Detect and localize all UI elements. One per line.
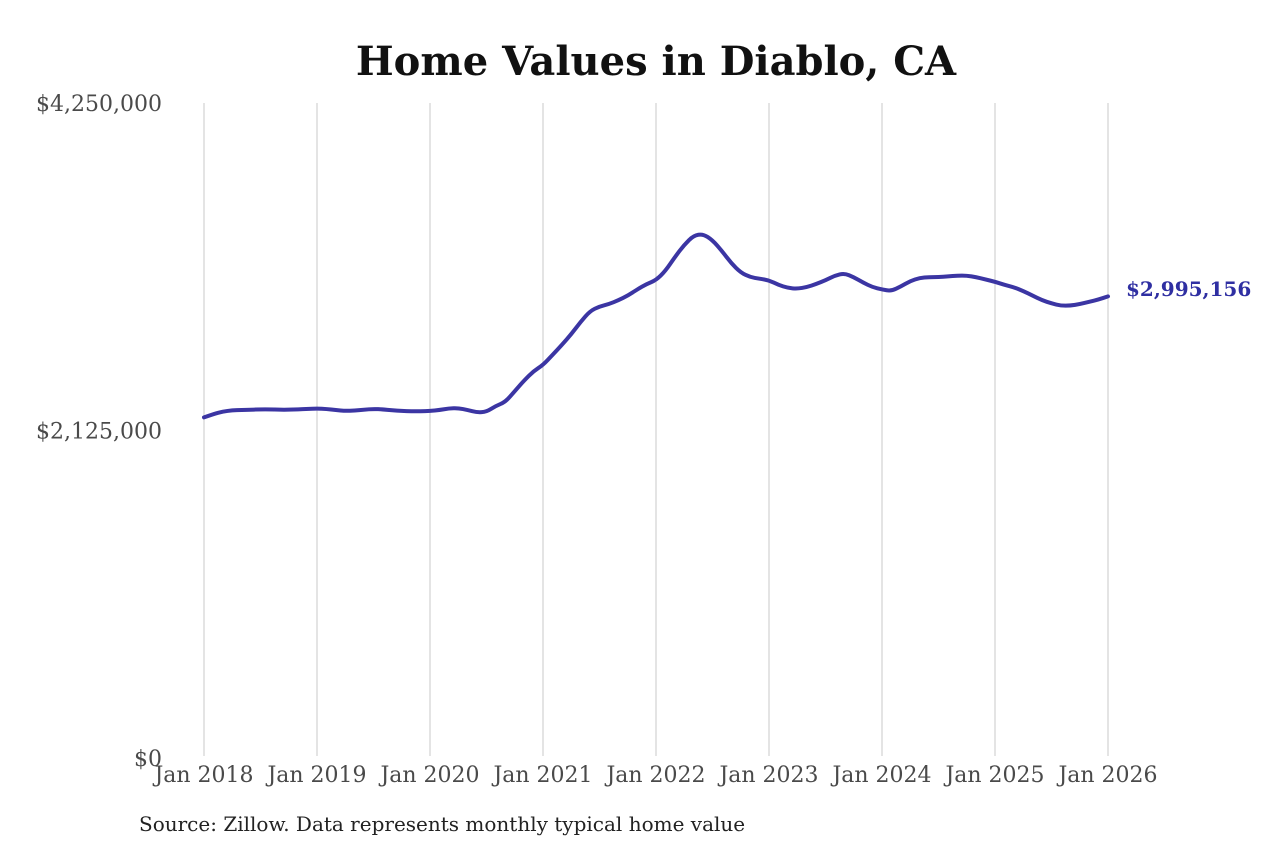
x-tick-label: Jan 2025	[943, 763, 1044, 788]
end-value-label: $2,995,156	[1126, 277, 1252, 301]
x-tick-label: Jan 2022	[604, 763, 705, 788]
x-tick-label: Jan 2020	[378, 763, 479, 788]
x-tick-label: Jan 2024	[830, 763, 931, 788]
x-tick-label: Jan 2021	[491, 763, 592, 788]
x-tick-label: Jan 2026	[1056, 763, 1157, 788]
home-value-series-line	[202, 232, 1110, 420]
source-note: Source: Zillow. Data represents monthly …	[139, 812, 746, 836]
chart-title: Home Values in Diablo, CA	[355, 38, 957, 85]
y-tick-label: $4,250,000	[36, 92, 162, 117]
y-tick-label: $0	[134, 747, 162, 772]
x-tick-label: Jan 2018	[152, 763, 253, 788]
x-tick-label: Jan 2019	[265, 763, 366, 788]
x-tick-label: Jan 2023	[717, 763, 818, 788]
y-tick-label: $2,125,000	[36, 420, 162, 445]
